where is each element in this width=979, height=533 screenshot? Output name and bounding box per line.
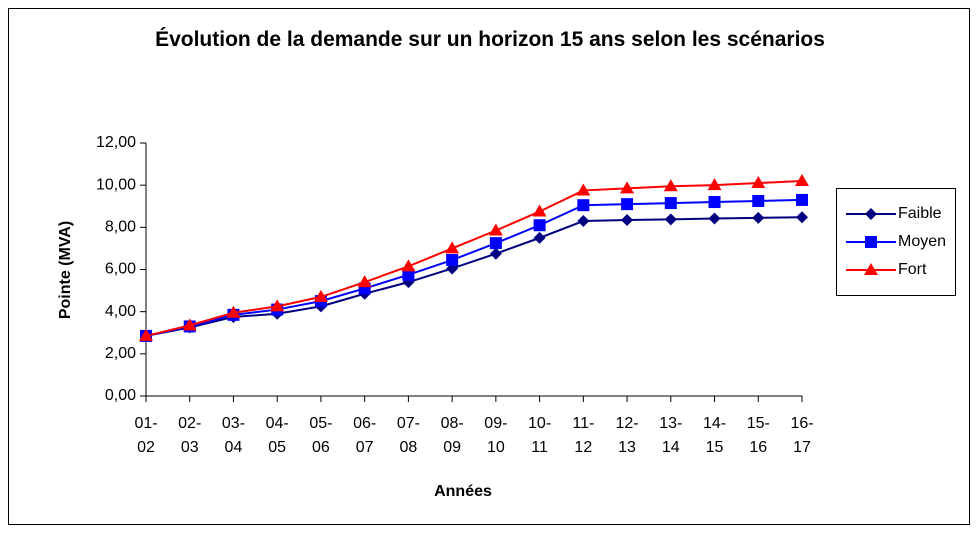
marker: [576, 183, 591, 196]
marker: [621, 213, 634, 226]
legend-label: Moyen: [898, 233, 946, 250]
marker: [139, 328, 153, 341]
y-tick-label: 10,00: [96, 176, 136, 193]
marker: [401, 259, 416, 272]
y-tick-label: 12,00: [96, 134, 136, 151]
x-tick-label: 11-12: [572, 415, 595, 456]
x-tick-label: 09-10: [484, 415, 508, 456]
marker: [577, 199, 590, 212]
marker: [620, 181, 635, 194]
x-tick-label: 04-05: [265, 415, 289, 456]
marker: [708, 212, 721, 225]
x-tick-label: 12-13: [615, 415, 639, 456]
series-line: [145, 216, 803, 337]
marker: [489, 237, 502, 250]
marker: [664, 213, 677, 226]
marker: [864, 263, 878, 275]
y-tick-label: 0,00: [105, 387, 136, 404]
marker: [313, 289, 328, 302]
x-tick-label: 15-16: [746, 415, 770, 456]
marker: [577, 215, 590, 228]
x-tick-label: 13-14: [659, 415, 683, 456]
chart-border: [8, 8, 970, 525]
marker: [708, 196, 721, 209]
series-line: [145, 179, 803, 337]
marker: [621, 198, 634, 211]
marker: [796, 193, 808, 206]
y-axis-label: Pointe (MVA): [57, 221, 74, 319]
marker: [664, 197, 677, 210]
x-tick-label: 10-11: [528, 415, 552, 456]
marker: [182, 318, 197, 331]
marker: [795, 173, 809, 186]
x-tick-label: 06-07: [353, 415, 377, 456]
x-tick-label: 07-08: [396, 415, 420, 456]
marker: [357, 275, 372, 288]
x-axis-label: Années: [434, 483, 492, 500]
marker: [796, 211, 808, 224]
series-line: [145, 198, 803, 337]
y-tick-label: 2,00: [105, 345, 136, 362]
x-tick-label: 16-17: [790, 415, 814, 456]
marker: [752, 211, 765, 224]
chart-title: Évolution de la demande sur un horizon 1…: [155, 28, 825, 51]
marker: [707, 178, 722, 191]
legend-label: Fort: [898, 261, 927, 278]
marker: [532, 204, 547, 217]
marker: [489, 247, 502, 260]
marker: [402, 268, 415, 281]
marker: [865, 236, 877, 248]
marker: [752, 194, 765, 207]
marker: [446, 254, 459, 267]
x-tick-label: 14-15: [702, 415, 727, 456]
marker: [751, 176, 766, 189]
marker: [270, 299, 285, 312]
marker: [445, 241, 460, 254]
x-tick-label: 01-02: [134, 415, 158, 456]
legend-label: Faible: [898, 205, 942, 222]
y-tick-label: 6,00: [105, 261, 136, 278]
marker: [488, 223, 503, 236]
x-tick-label: 05-06: [309, 415, 333, 456]
x-tick-label: 08-09: [440, 415, 464, 456]
marker: [226, 305, 241, 318]
x-tick-label: 02-03: [178, 415, 202, 456]
y-tick-label: 4,00: [105, 303, 136, 320]
x-tick-label: 03-04: [221, 415, 246, 456]
marker: [865, 208, 877, 220]
y-tick-label: 8,00: [105, 219, 136, 236]
marker: [533, 231, 546, 244]
marker: [533, 219, 546, 232]
marker: [663, 179, 678, 192]
